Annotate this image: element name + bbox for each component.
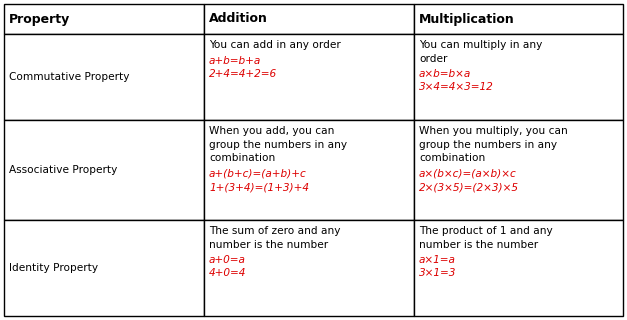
Text: number is the number: number is the number bbox=[419, 239, 538, 250]
Text: group the numbers in any: group the numbers in any bbox=[419, 140, 557, 149]
Text: a+0=a: a+0=a bbox=[209, 255, 246, 265]
Bar bbox=[414, 34, 623, 120]
Text: When you add, you can: When you add, you can bbox=[209, 126, 334, 136]
Text: 3×1=3: 3×1=3 bbox=[419, 268, 456, 278]
Text: You can add in any order: You can add in any order bbox=[209, 40, 340, 50]
Text: Commutative Property: Commutative Property bbox=[9, 72, 130, 82]
Text: 1+(3+4)=(1+3)+4: 1+(3+4)=(1+3)+4 bbox=[209, 182, 309, 192]
Text: combination: combination bbox=[209, 153, 275, 163]
Text: 4+0=4: 4+0=4 bbox=[209, 268, 246, 278]
Bar bbox=[204, 120, 414, 220]
Text: a+b=b+a: a+b=b+a bbox=[209, 55, 261, 66]
Text: 3×4=4×3=12: 3×4=4×3=12 bbox=[419, 83, 493, 92]
Bar bbox=[204, 4, 414, 34]
Text: Addition: Addition bbox=[209, 12, 268, 26]
Text: The sum of zero and any: The sum of zero and any bbox=[209, 226, 340, 236]
Text: order: order bbox=[419, 53, 448, 63]
Bar bbox=[414, 220, 623, 316]
Text: a×1=a: a×1=a bbox=[419, 255, 456, 265]
Text: group the numbers in any: group the numbers in any bbox=[209, 140, 347, 149]
Text: a×(b×c)=(a×b)×c: a×(b×c)=(a×b)×c bbox=[419, 169, 517, 179]
Text: 2+4=4+2=6: 2+4=4+2=6 bbox=[209, 69, 277, 79]
Text: a+(b+c)=(a+b)+c: a+(b+c)=(a+b)+c bbox=[209, 169, 307, 179]
Text: a×b=b×a: a×b=b×a bbox=[419, 69, 472, 79]
Text: Identity Property: Identity Property bbox=[9, 263, 98, 273]
Bar bbox=[204, 220, 414, 316]
Bar bbox=[4, 34, 204, 120]
Text: When you multiply, you can: When you multiply, you can bbox=[419, 126, 568, 136]
Bar bbox=[4, 4, 204, 34]
Bar bbox=[4, 120, 204, 220]
Text: combination: combination bbox=[419, 153, 485, 163]
Bar bbox=[414, 4, 623, 34]
Text: Multiplication: Multiplication bbox=[419, 12, 515, 26]
Text: 2×(3×5)=(2×3)×5: 2×(3×5)=(2×3)×5 bbox=[419, 182, 519, 192]
Bar bbox=[414, 120, 623, 220]
Bar bbox=[4, 220, 204, 316]
Text: You can multiply in any: You can multiply in any bbox=[419, 40, 542, 50]
Text: The product of 1 and any: The product of 1 and any bbox=[419, 226, 553, 236]
Text: Property: Property bbox=[9, 12, 70, 26]
Text: number is the number: number is the number bbox=[209, 239, 328, 250]
Bar bbox=[204, 34, 414, 120]
Text: Associative Property: Associative Property bbox=[9, 165, 117, 175]
